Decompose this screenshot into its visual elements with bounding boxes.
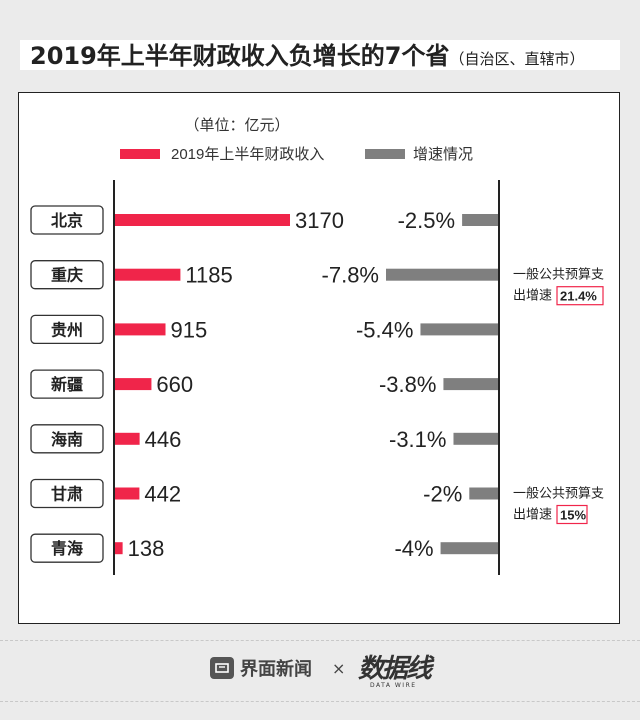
chart-panel: （单位：亿元） 2019年上半年财政收入 增速情况北京 3170 -2.5% 重庆 1185… xyxy=(18,92,620,624)
growth-value-label: -2.5% xyxy=(398,208,455,233)
revenue-bar xyxy=(115,268,181,281)
chart-title-sub: （自治区、直辖市） xyxy=(449,50,585,68)
annotation-line1: 一般公共预算支 xyxy=(513,267,604,282)
legend-swatch-revenue xyxy=(120,149,160,159)
growth-value-label: -2% xyxy=(423,482,462,507)
legend-label-revenue: 2019年上半年财政收入 xyxy=(171,146,324,163)
category-label: 新疆 xyxy=(51,375,83,394)
category-label: 北京 xyxy=(51,211,83,230)
brand-logo: 界面新闻 xyxy=(210,655,312,681)
category-box xyxy=(30,533,104,563)
category-box xyxy=(30,424,104,454)
annotation-prefix: 出增速 xyxy=(513,507,552,522)
growth-bar xyxy=(443,378,498,391)
collab-times: × xyxy=(332,659,346,678)
chart-title-main: 2019年上半年财政收入负增长的7个省 xyxy=(30,42,450,70)
legend-swatch-growth xyxy=(365,149,405,159)
growth-bar xyxy=(462,214,498,226)
category-label: 贵州 xyxy=(51,320,83,339)
category-box xyxy=(30,478,104,509)
legend-label-growth: 增速情况 xyxy=(413,146,473,163)
revenue-value-label: 3170 xyxy=(295,208,344,233)
category-box xyxy=(30,314,104,345)
partner-logo: 数据线 DATA WIRE xyxy=(358,648,432,689)
growth-bar xyxy=(453,432,498,445)
revenue-value-label: 660 xyxy=(156,372,193,397)
category-label: 海南 xyxy=(51,430,83,449)
revenue-bar xyxy=(115,323,166,336)
category-box xyxy=(30,260,104,290)
category-label: 甘肃 xyxy=(51,486,83,504)
revenue-bar xyxy=(115,378,152,391)
revenue-value-label: 442 xyxy=(144,482,181,507)
chart-title: 2019年上半年财政收入负增长的7个省（自治区、直辖市） xyxy=(30,36,585,71)
growth-bar xyxy=(386,268,498,281)
revenue-value-label: 915 xyxy=(171,317,208,342)
annotation-line1: 一般公共预算支 xyxy=(513,486,604,501)
growth-bar xyxy=(440,542,498,555)
revenue-bar xyxy=(115,542,123,555)
footer-divider-bottom xyxy=(0,701,640,702)
annotation-prefix: 出增速 xyxy=(513,288,552,303)
growth-bar xyxy=(469,487,498,500)
footer-divider-top xyxy=(0,640,640,641)
title-bar xyxy=(20,40,620,70)
growth-value-label: -3.8% xyxy=(379,372,436,397)
annotation-highlight-box xyxy=(556,504,588,525)
revenue-value-label: 446 xyxy=(145,427,182,452)
category-box xyxy=(30,369,104,399)
growth-value-label: -7.8% xyxy=(322,263,379,288)
revenue-bar xyxy=(115,487,140,500)
unit-label: （单位：亿元） xyxy=(184,117,289,134)
growth-bar xyxy=(420,323,498,336)
revenue-value-label: 1185 xyxy=(185,263,232,288)
brand-icon xyxy=(210,657,234,679)
partner-subtitle: DATA WIRE xyxy=(370,682,417,689)
revenue-bar xyxy=(115,214,290,226)
partner-name: 数据线 xyxy=(358,654,432,684)
brand-name: 界面新闻 xyxy=(240,659,312,680)
growth-value-label: -4% xyxy=(394,536,433,561)
category-label: 重庆 xyxy=(51,266,83,285)
annotation-highlight: 21.4% xyxy=(560,289,597,304)
growth-value-label: -5.4% xyxy=(356,317,413,342)
annotation-highlight-box xyxy=(556,286,604,306)
annotation-highlight: 15% xyxy=(560,508,586,523)
revenue-bar xyxy=(115,432,140,445)
category-label: 青海 xyxy=(51,539,83,558)
growth-value-label: -3.1% xyxy=(389,427,446,452)
revenue-value-label: 138 xyxy=(128,536,165,561)
category-box xyxy=(30,205,104,235)
